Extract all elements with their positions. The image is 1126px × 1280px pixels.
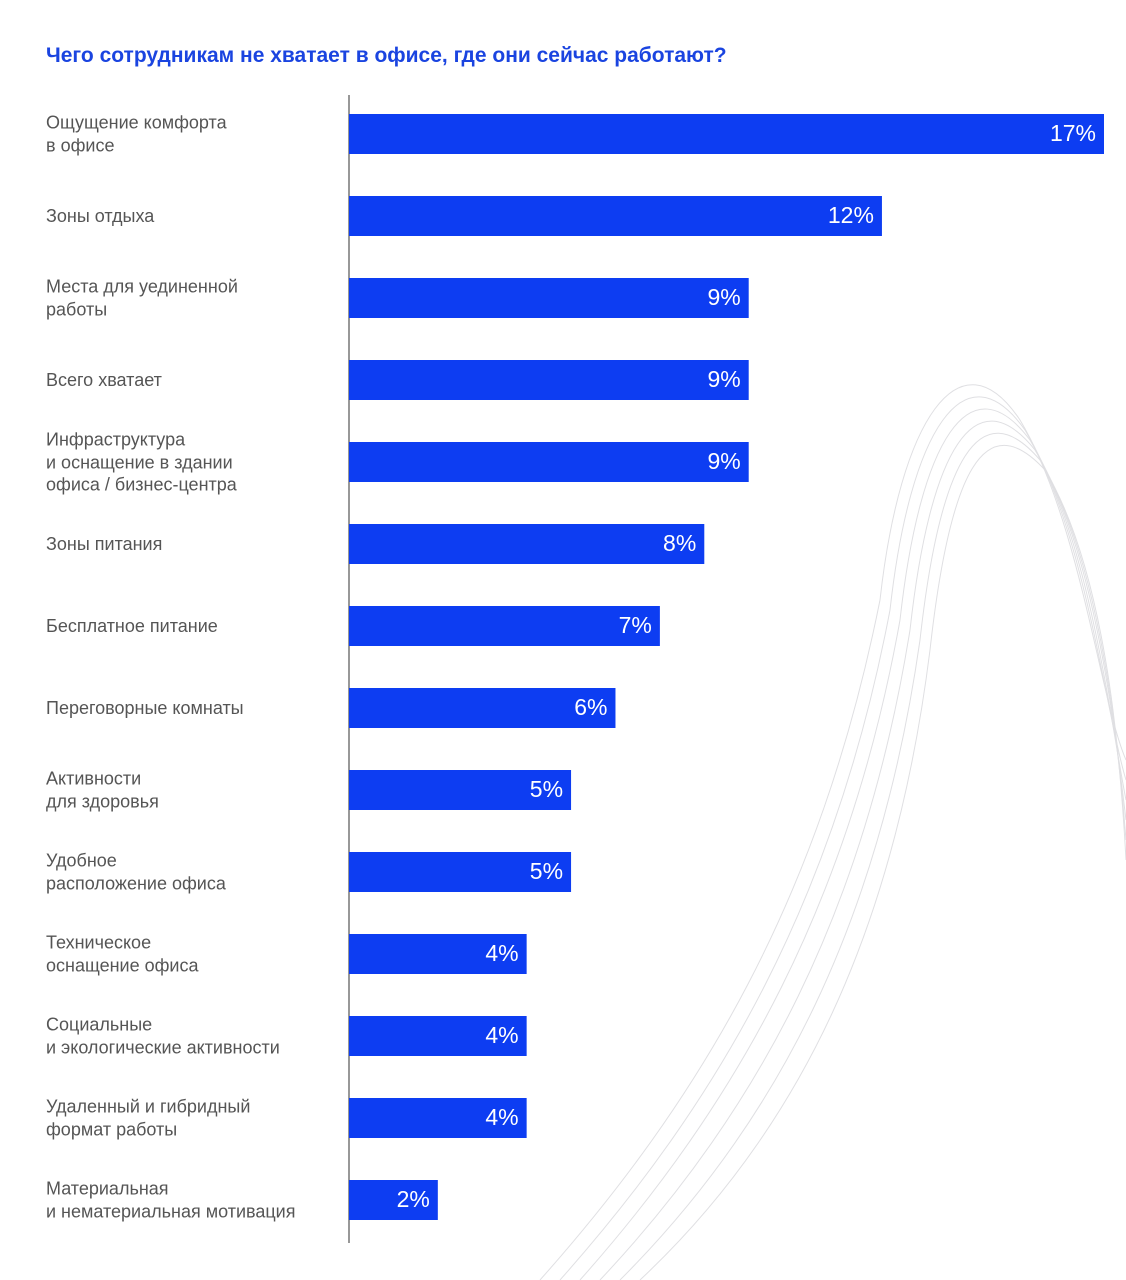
bar (349, 1016, 527, 1056)
value-label: 12% (828, 202, 874, 228)
category-label: Инфраструктура и оснащение в здании офис… (46, 429, 237, 495)
value-label: 7% (619, 612, 652, 638)
bar (349, 934, 527, 974)
category-label: Зоны отдыха (46, 205, 155, 226)
value-label: 4% (485, 1104, 518, 1130)
category-label: Социальные и экологические активности (46, 1014, 280, 1058)
category-label: Бесплатное питание (46, 615, 218, 636)
category-label: Места для уединенной работы (46, 276, 238, 320)
bar (349, 770, 572, 810)
background-waves (539, 384, 1126, 1280)
bar (349, 114, 1104, 154)
category-label: Переговорные комнаты (46, 697, 244, 718)
value-label: 17% (1050, 120, 1096, 146)
category-label: Удаленный и гибридный формат работы (46, 1096, 251, 1140)
value-label: 6% (574, 694, 607, 720)
category-label: Техническое оснащение офиса (46, 932, 199, 976)
value-label: 9% (707, 284, 740, 310)
value-label: 9% (707, 366, 740, 392)
value-label: 5% (530, 776, 563, 802)
bar (349, 196, 882, 236)
category-label: Всего хватает (46, 369, 162, 390)
value-label: 8% (663, 530, 696, 556)
bar (349, 606, 660, 646)
value-label: 2% (397, 1186, 430, 1212)
bar (349, 442, 749, 482)
category-label: Зоны питания (46, 533, 163, 554)
category-label: Активности для здоровья (46, 768, 159, 812)
category-label: Удобное расположение офиса (46, 850, 226, 894)
bar (349, 1180, 438, 1220)
value-label: 9% (707, 448, 740, 474)
value-label: 4% (485, 940, 518, 966)
chart-title: Чего сотрудникам не хватает в офисе, где… (46, 44, 727, 67)
bar (349, 278, 749, 318)
value-label: 5% (530, 858, 563, 884)
bar (349, 688, 616, 728)
category-label: Ощущение комфорта в офисе (46, 112, 227, 156)
bar (349, 360, 749, 400)
category-label: Материальная и нематериальная мотивация (46, 1178, 296, 1222)
bar (349, 852, 572, 892)
bar (349, 1098, 527, 1138)
bar (349, 524, 705, 564)
value-label: 4% (485, 1022, 518, 1048)
